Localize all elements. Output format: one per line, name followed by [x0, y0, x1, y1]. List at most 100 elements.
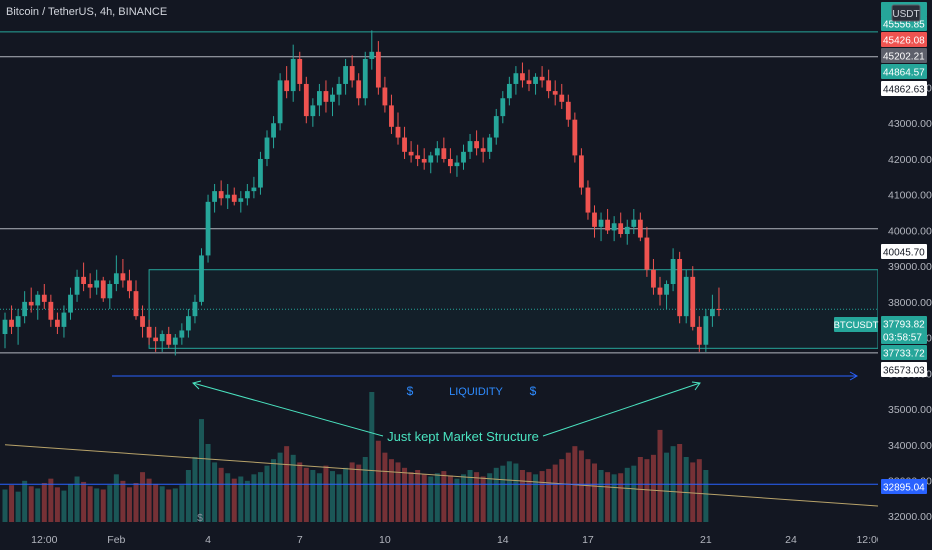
candle [605, 208, 610, 234]
candle-body [172, 337, 178, 345]
volume-bar [159, 486, 165, 522]
price-tag-label: 44862.63 [883, 85, 925, 96]
candle [22, 291, 28, 324]
candle-body [166, 334, 172, 345]
candle-body [585, 187, 591, 213]
price-tag-bg [881, 48, 927, 63]
volume-bar [382, 452, 388, 522]
volume-bar [323, 465, 329, 522]
volume-bar [238, 476, 244, 522]
volume-bar [126, 487, 132, 522]
candle [664, 280, 669, 310]
volume-bars [2, 392, 923, 522]
candle-body [703, 316, 709, 345]
structure-arrow-left [192, 382, 384, 437]
arrow-head [849, 371, 859, 381]
candle-body [244, 191, 250, 199]
candle-body [513, 73, 519, 84]
volume-bar [185, 470, 191, 522]
volume-bar [683, 457, 689, 522]
x-tick-label: 24 [785, 534, 797, 546]
candle-body [55, 319, 60, 327]
volume-bar [316, 473, 322, 522]
candle [592, 205, 597, 238]
volume-bar [552, 464, 558, 522]
candle-body [552, 91, 558, 95]
volume-bar [611, 474, 617, 522]
candle [310, 98, 316, 127]
candle [146, 319, 152, 345]
symbol-tag-label: BTCUSDT [834, 320, 879, 331]
candle-body [271, 123, 276, 138]
candle [74, 269, 80, 302]
candle-body [546, 80, 552, 92]
candle [277, 73, 283, 131]
candle-body [506, 83, 512, 99]
y-tick-label: 42000.00 [888, 154, 932, 166]
volume-bar [218, 467, 224, 522]
y-tick-label: 43000.00 [888, 118, 932, 130]
volume-bar [592, 463, 597, 522]
candle [94, 269, 100, 295]
volume-bar [487, 473, 493, 522]
candle-body [238, 198, 244, 202]
y-tick-label: 32000.00 [888, 511, 932, 523]
candle-body [153, 337, 159, 342]
candle-body [61, 312, 67, 327]
candle-body [199, 255, 204, 302]
candle-body [710, 309, 715, 317]
price-tag: 45202.21 [881, 48, 927, 63]
price-tag-label: 45556.85 [883, 20, 925, 31]
candle [15, 309, 21, 345]
candle-body [696, 326, 702, 345]
candle [474, 130, 479, 156]
candle [513, 66, 519, 95]
candle-body [441, 148, 447, 159]
candle [448, 148, 453, 174]
candle-body [448, 158, 453, 167]
candle-body [277, 80, 283, 124]
candle [133, 280, 139, 320]
candle [317, 83, 322, 117]
candle-body [107, 284, 113, 299]
candle-body [22, 301, 28, 317]
candle [336, 76, 342, 106]
candle [637, 212, 643, 242]
candle [166, 326, 172, 349]
candle [140, 305, 145, 338]
x-tick-label: 12:00 [31, 534, 57, 546]
arrow-head [691, 381, 701, 391]
candle-body [579, 155, 584, 188]
volume-bar [375, 440, 381, 522]
volume-bar [415, 470, 421, 522]
volume-bar [565, 452, 571, 522]
currency-badge-label: USDT [892, 9, 919, 20]
price-tag-bg [881, 32, 927, 47]
arrow-head [192, 380, 202, 390]
candle-body [284, 80, 290, 92]
volume-bar [559, 459, 565, 522]
price-tag-label: 44864.57 [883, 68, 925, 79]
volume-bar [94, 488, 100, 522]
candle-body [205, 201, 211, 256]
candle [389, 94, 394, 134]
candle-body [598, 219, 604, 227]
candle [526, 69, 532, 92]
candle-body [349, 66, 355, 81]
symbol-tag: BTCUSDT [834, 317, 879, 332]
candle [212, 183, 217, 213]
volume-bar [330, 471, 335, 522]
candle [186, 309, 191, 338]
candle-body [28, 301, 34, 306]
candle [375, 41, 381, 95]
candle-body [415, 155, 421, 159]
x-tick-label: 17 [582, 534, 594, 546]
candle [9, 305, 14, 335]
candle [369, 30, 375, 70]
volume-bar [677, 444, 683, 522]
candle-body [100, 280, 106, 299]
candle [100, 276, 106, 302]
candle-body [186, 316, 191, 331]
candle [153, 326, 159, 352]
